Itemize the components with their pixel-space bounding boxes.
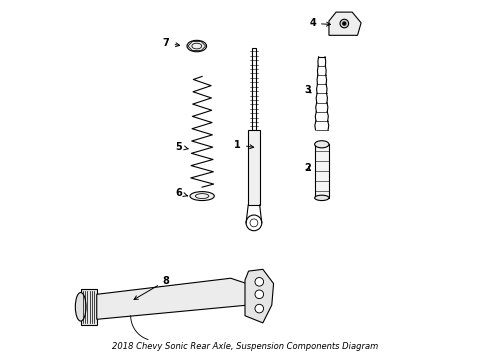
Text: 6: 6 bbox=[175, 188, 188, 198]
Text: 2: 2 bbox=[304, 163, 311, 173]
Circle shape bbox=[255, 278, 264, 286]
Circle shape bbox=[255, 304, 264, 313]
Text: 2018 Chevy Sonic Rear Axle, Suspension Components Diagram: 2018 Chevy Sonic Rear Axle, Suspension C… bbox=[112, 342, 378, 351]
Text: 3: 3 bbox=[304, 85, 311, 95]
Circle shape bbox=[343, 22, 346, 25]
Polygon shape bbox=[81, 289, 97, 325]
Ellipse shape bbox=[187, 40, 207, 52]
Polygon shape bbox=[245, 269, 273, 323]
Polygon shape bbox=[315, 144, 329, 198]
Polygon shape bbox=[97, 278, 252, 319]
Ellipse shape bbox=[75, 293, 86, 321]
Text: 4: 4 bbox=[309, 18, 330, 28]
Text: 7: 7 bbox=[163, 38, 179, 48]
Text: 1: 1 bbox=[234, 140, 254, 150]
Ellipse shape bbox=[315, 195, 329, 201]
Ellipse shape bbox=[315, 141, 329, 148]
Circle shape bbox=[340, 19, 348, 28]
Text: 5: 5 bbox=[175, 141, 188, 152]
Text: 8: 8 bbox=[134, 276, 170, 300]
Polygon shape bbox=[329, 12, 361, 35]
Ellipse shape bbox=[190, 192, 214, 201]
Circle shape bbox=[255, 290, 264, 298]
Polygon shape bbox=[248, 130, 260, 205]
